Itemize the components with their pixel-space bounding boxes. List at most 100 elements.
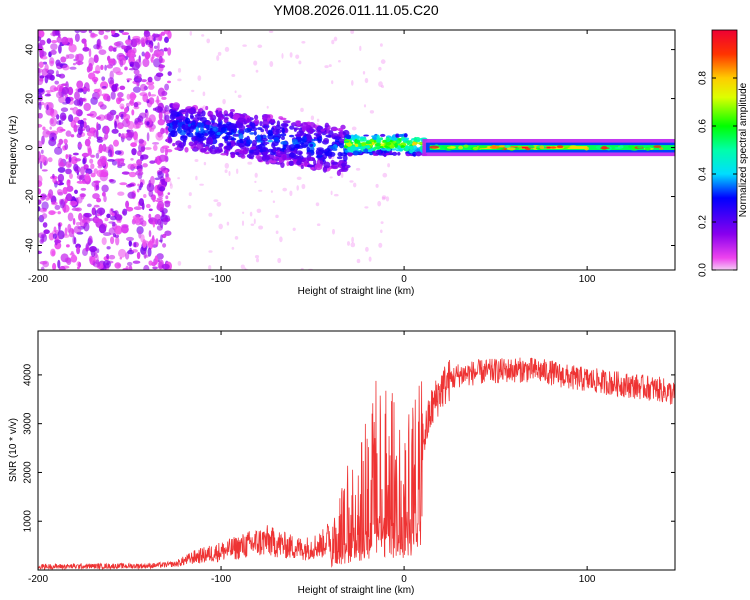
spectral-blob: [131, 61, 140, 71]
spectral-blob: [295, 54, 300, 59]
spectral-blob: [156, 203, 165, 212]
spectral-blob: [294, 143, 301, 149]
spectral-blob: [301, 126, 307, 132]
spectral-blob: [203, 133, 209, 137]
spectral-blob: [356, 258, 361, 264]
spectral-blob: [69, 172, 73, 180]
colorbar-tick-label: 0.8: [698, 71, 709, 85]
spectral-blob: [63, 138, 68, 145]
spectral-blob: [563, 145, 571, 148]
spectral-blob: [42, 208, 47, 212]
spectral-blob: [121, 32, 130, 36]
spectral-blob: [47, 157, 53, 163]
spectral-blob: [39, 161, 43, 170]
spectral-blob: [151, 261, 157, 267]
spectral-blob: [412, 145, 418, 151]
spectral-blob: [107, 77, 115, 85]
spectral-blob: [270, 190, 273, 193]
spectral-blob: [120, 133, 128, 139]
spectral-blob: [314, 163, 323, 171]
spectral-blob: [446, 146, 456, 150]
spectral-blob: [182, 138, 187, 143]
spectral-blob: [254, 114, 259, 120]
spectral-blob: [162, 243, 167, 248]
spectral-blob: [408, 139, 413, 145]
spectral-blob: [355, 167, 361, 171]
spectral-blob: [52, 30, 56, 37]
spectral-blob: [108, 254, 116, 260]
spectral-blob: [539, 145, 545, 150]
spectral-blob: [389, 144, 395, 149]
spectral-blob: [231, 246, 235, 250]
spectral-blob: [256, 208, 262, 213]
spectral-blob: [350, 30, 355, 34]
spectral-blob: [56, 188, 63, 195]
spectral-blob: [316, 159, 321, 165]
spectral-blob: [280, 133, 287, 137]
spectral-blob: [282, 154, 287, 161]
snr-x-label: Height of straight line (km): [298, 585, 415, 596]
spectral-blob: [322, 149, 329, 152]
spectral-blob: [194, 140, 199, 144]
spectral-blob: [205, 121, 211, 126]
spectral-blob: [275, 214, 279, 219]
spectral-blob: [206, 137, 212, 144]
spectral-blob: [132, 86, 141, 93]
spectral-blob: [41, 213, 48, 219]
spectral-blob: [202, 91, 206, 97]
spectral-blob: [86, 113, 94, 117]
spectral-blob: [569, 145, 577, 149]
spectral-blob: [62, 64, 70, 71]
spectral-blob: [60, 107, 69, 113]
spectral-blob: [49, 117, 58, 127]
spectral-blob: [380, 85, 385, 89]
spectral-blob: [101, 237, 107, 246]
y-tick-label: 20: [25, 93, 36, 105]
spectral-blob: [378, 66, 382, 71]
spectral-blob: [75, 60, 84, 66]
spectral-blob: [119, 182, 128, 186]
spectral-blob: [267, 139, 274, 143]
spectral-blob: [191, 89, 195, 93]
spectral-blob: [156, 197, 163, 201]
spectral-blob: [163, 47, 168, 52]
spectral-blob: [38, 88, 44, 93]
spectral-blob: [154, 177, 161, 181]
spectral-blob: [50, 43, 58, 51]
spectral-blob: [112, 47, 117, 52]
spectral-blob: [281, 52, 284, 59]
spectral-blob: [385, 152, 390, 156]
spectral-blob: [331, 161, 338, 165]
y-tick-label: 2000: [23, 461, 34, 484]
spectral-blob: [127, 191, 136, 199]
spectral-blob: [116, 122, 124, 130]
spectral-blob: [317, 131, 322, 135]
spectral-blob: [223, 117, 229, 124]
spectral-blob: [364, 148, 369, 154]
spectral-blob: [164, 169, 168, 175]
spectral-blob: [107, 159, 116, 162]
spectral-blob: [153, 58, 161, 68]
spectral-blob: [67, 212, 74, 222]
spectral-blob: [330, 190, 333, 196]
spectral-blob: [127, 163, 134, 170]
spectral-blob: [65, 168, 72, 175]
spectral-blob: [236, 168, 239, 174]
spectral-blob: [216, 131, 222, 136]
spectral-blob: [73, 163, 79, 172]
spectral-blob: [194, 159, 199, 162]
spectral-blob: [172, 102, 180, 109]
spectral-blob: [365, 146, 371, 149]
spectral-blob: [102, 143, 107, 152]
spectral-blob: [395, 133, 400, 138]
spectral-blob: [315, 133, 320, 138]
spectral-blob: [189, 30, 193, 36]
spectral-blob: [88, 235, 93, 244]
spectral-blob: [138, 230, 142, 239]
spectral-blob: [207, 130, 216, 135]
spectral-blob: [329, 176, 333, 179]
spectral-blob: [110, 91, 116, 100]
spectral-blob: [390, 137, 398, 141]
spectral-blob: [324, 122, 330, 128]
colorbar-tick-label: 0.6: [698, 119, 709, 133]
